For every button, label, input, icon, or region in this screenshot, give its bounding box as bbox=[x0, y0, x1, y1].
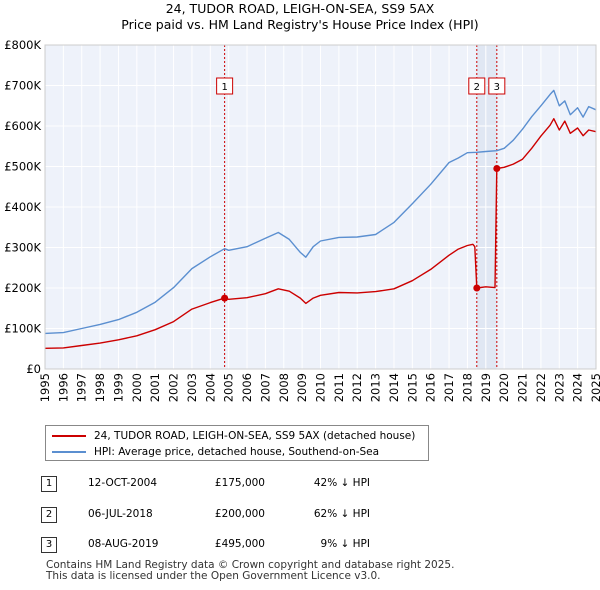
footer-line-1: Contains HM Land Registry data © Crown c… bbox=[46, 559, 455, 571]
chart-title-line-1: 24, TUDOR ROAD, LEIGH-ON-SEA, SS9 5AX bbox=[165, 1, 435, 16]
x-tick-label: 2002 bbox=[167, 373, 181, 402]
x-tick-label: 1999 bbox=[111, 373, 125, 402]
y-tick-label: £300K bbox=[4, 241, 41, 255]
y-tick-label: £500K bbox=[4, 160, 41, 174]
sale-marker-label: 2 bbox=[474, 82, 480, 93]
y-tick-label: £600K bbox=[4, 119, 41, 133]
x-tick-label: 2013 bbox=[369, 373, 383, 402]
series-line-property bbox=[44, 117, 597, 349]
x-tick-label: 2019 bbox=[479, 373, 493, 402]
x-tick-label: 2008 bbox=[277, 373, 291, 402]
transaction-row: 2 06-JUL-2018 £200,000 62% ↓ HPI bbox=[0, 506, 600, 528]
x-tick-label: 1995 bbox=[38, 373, 52, 402]
y-tick-label: £800K bbox=[4, 38, 41, 52]
series-line-hpi bbox=[44, 89, 597, 335]
transaction-price: £200,000 bbox=[214, 508, 265, 520]
y-tick-label: £400K bbox=[4, 200, 41, 214]
sale-marker-label: 3 bbox=[494, 82, 500, 93]
x-tick-label: 2024 bbox=[571, 373, 585, 402]
footer-attribution: Contains HM Land Registry data © Crown c… bbox=[46, 560, 454, 582]
chart-legend: 24, TUDOR ROAD, LEIGH-ON-SEA, SS9 5AX (d… bbox=[45, 425, 429, 461]
sale-marker-box bbox=[468, 77, 486, 95]
transaction-row: 3 08-AUG-2019 £495,000 9% ↓ HPI bbox=[0, 536, 600, 558]
x-tick-label: 2006 bbox=[240, 373, 254, 402]
x-tick-label: 2015 bbox=[405, 373, 419, 402]
x-tick-label: 2021 bbox=[516, 373, 530, 402]
legend-swatch-hpi bbox=[52, 451, 86, 453]
y-tick-label: £700K bbox=[4, 79, 41, 93]
transaction-number: 2 bbox=[41, 507, 57, 523]
transaction-date: 12-OCT-2004 bbox=[88, 477, 157, 489]
x-tick-label: 2014 bbox=[387, 373, 401, 402]
transaction-number: 1 bbox=[41, 476, 57, 492]
sale-point bbox=[473, 284, 481, 292]
y-tick-label: £100K bbox=[4, 322, 41, 336]
transaction-row: 1 12-OCT-2004 £175,000 42% ↓ HPI bbox=[0, 475, 600, 497]
sale-marker-box bbox=[488, 77, 506, 95]
x-tick-label: 1996 bbox=[56, 373, 70, 402]
chart-title: 24, TUDOR ROAD, LEIGH-ON-SEA, SS9 5AX Pr… bbox=[0, 1, 600, 33]
x-tick-label: 2004 bbox=[203, 373, 217, 402]
plot-frame bbox=[44, 44, 597, 370]
legend-label-property: 24, TUDOR ROAD, LEIGH-ON-SEA, SS9 5AX (d… bbox=[94, 430, 416, 442]
x-tick-label: 2000 bbox=[130, 373, 144, 402]
sale-point bbox=[493, 165, 501, 173]
legend-entry-hpi: HPI: Average price, detached house, Sout… bbox=[52, 445, 379, 459]
x-tick-label: 1997 bbox=[75, 373, 89, 402]
sale-marker-label: 1 bbox=[221, 82, 227, 93]
transaction-price: £175,000 bbox=[214, 477, 265, 489]
x-tick-label: 2005 bbox=[222, 373, 236, 402]
x-tick-label: 2010 bbox=[314, 373, 328, 402]
footer-line-2: This data is licensed under the Open Gov… bbox=[46, 570, 381, 582]
x-tick-label: 2025 bbox=[589, 373, 600, 402]
x-tick-label: 2023 bbox=[552, 373, 566, 402]
price-chart: £0 £100K £200K £300K £400K £500K £600K £700K £80… bbox=[4, 38, 600, 402]
x-tick-label: 1998 bbox=[93, 373, 107, 402]
x-tick-label: 2009 bbox=[295, 373, 309, 402]
transaction-hpi-diff: 9% ↓ HPI bbox=[320, 538, 370, 550]
y-tick-label: £200K bbox=[4, 281, 41, 295]
transaction-hpi-diff: 62% ↓ HPI bbox=[313, 508, 370, 520]
transaction-hpi-diff: 42% ↓ HPI bbox=[313, 477, 370, 489]
x-tick-label: 2017 bbox=[442, 373, 456, 402]
legend-entry-property: 24, TUDOR ROAD, LEIGH-ON-SEA, SS9 5AX (d… bbox=[52, 429, 415, 443]
x-tick-label: 2007 bbox=[258, 373, 272, 402]
x-tick-label: 2011 bbox=[332, 373, 346, 402]
x-tick-label: 2001 bbox=[148, 373, 162, 402]
transaction-date: 08-AUG-2019 bbox=[88, 538, 159, 550]
y-tick-label: £0 bbox=[26, 362, 41, 376]
sale-marker-box bbox=[216, 77, 234, 95]
x-tick-label: 2020 bbox=[497, 373, 511, 402]
legend-swatch-property bbox=[52, 435, 86, 437]
transaction-number: 3 bbox=[41, 537, 57, 553]
legend-label-hpi: HPI: Average price, detached house, Sout… bbox=[94, 446, 380, 458]
x-tick-label: 2003 bbox=[185, 373, 199, 402]
x-tick-label: 2022 bbox=[534, 373, 548, 402]
transaction-date: 06-JUL-2018 bbox=[88, 508, 153, 520]
transaction-price: £495,000 bbox=[214, 538, 265, 550]
x-tick-label: 2016 bbox=[424, 373, 438, 402]
x-tick-label: 2012 bbox=[350, 373, 364, 402]
x-tick-label: 2018 bbox=[460, 373, 474, 402]
sale-point bbox=[221, 294, 229, 302]
chart-title-line-2: Price paid vs. HM Land Registry's House … bbox=[121, 17, 479, 32]
